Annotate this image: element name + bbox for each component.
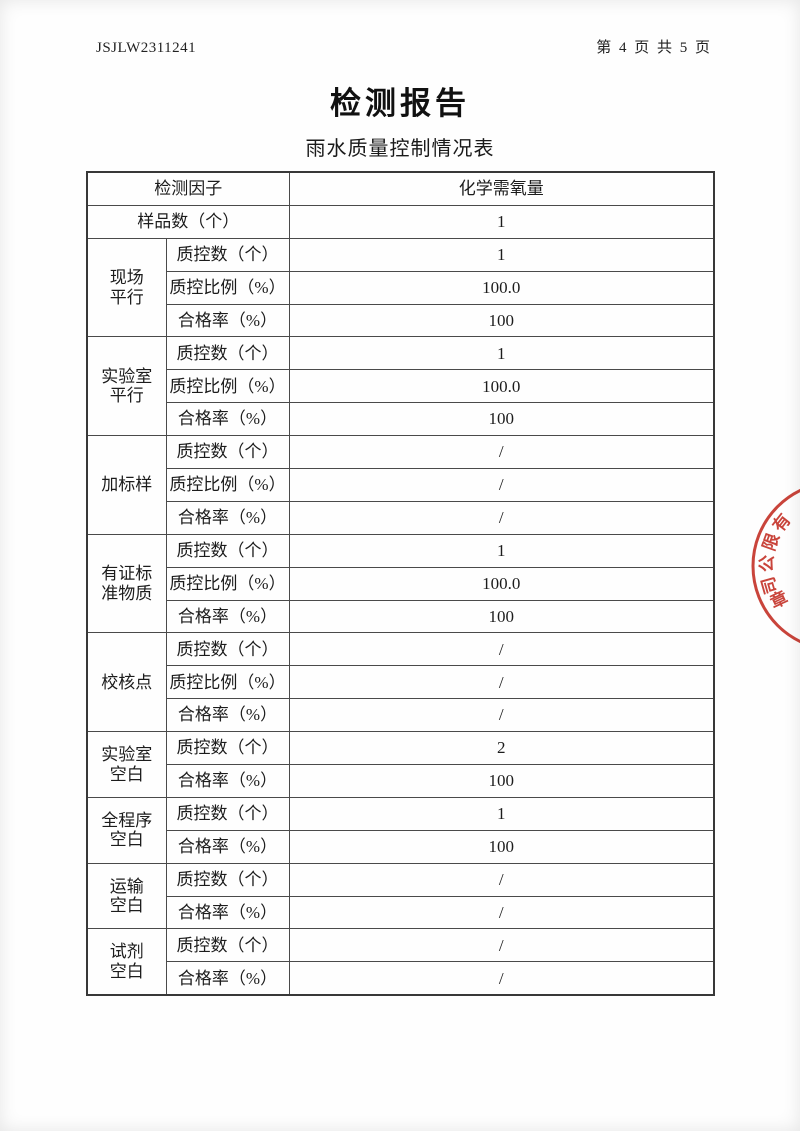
metric-label-cell: 合格率（%） (165, 698, 290, 733)
metric-value-cell: 1 (288, 336, 715, 371)
table-caption: 雨水质量控制情况表 (305, 138, 495, 160)
metric-label-cell: 质控数（个） (165, 731, 290, 766)
page-number: 第 4 页 共 5 页 (596, 40, 712, 56)
table-row: 合格率（%） / (87, 961, 715, 996)
metric-value-cell: 1 (288, 796, 715, 831)
metric-value-cell: 100 (288, 764, 715, 798)
table-row: 合格率（%） / (87, 698, 715, 733)
group-name-cell: 全程序 空白 (86, 796, 167, 864)
metric-value-cell: / (288, 468, 715, 502)
table-row: 实验室 平行 质控数（个） 1 (86, 336, 715, 437)
metric-label-cell: 质控比例（%） (165, 369, 290, 404)
metric-value-cell: 100.0 (288, 270, 715, 305)
group-name-cell: 现场 平行 (86, 237, 167, 338)
table-row: 现场 平行 质控数（个） 1 (86, 237, 715, 338)
table-row: 合格率（%） 100 (87, 303, 715, 338)
metric-value-cell: 100 (288, 599, 715, 634)
table-row: 合格率（%） 100 (87, 764, 715, 798)
metric-label-cell: 合格率（%） (165, 895, 290, 930)
seal-arc-char: 公 (757, 555, 777, 573)
group-name-cell: 加标样 (86, 435, 167, 535)
metric-label-cell: 合格率（%） (165, 402, 290, 437)
metric-value-cell: 100.0 (288, 369, 715, 404)
sample-count-label-cell: 样品数（个） (86, 204, 290, 239)
quality-control-table: 检测因子 化学需氧量 样品数（个） 1 现场 平行 质控数（个） 1 质控比例（%） 100.0… (86, 171, 715, 997)
document-number: JSJLW2311241 (96, 40, 197, 56)
metric-value-cell: 100 (288, 303, 715, 338)
table-row: 全程序 空白 质控数（个） 1 (86, 796, 715, 864)
group-name-cell: 运输 空白 (86, 862, 167, 930)
metric-label-cell: 质控数（个） (165, 632, 290, 667)
table-row: 质控比例（%） / (87, 665, 715, 700)
metric-value-cell: 100.0 (288, 566, 715, 601)
group-name-cell: 实验室 空白 (86, 731, 167, 798)
metric-label-cell: 质控数（个） (165, 237, 290, 272)
seal-inner-char: 章 (767, 587, 791, 612)
sample-count-value-cell: 1 (288, 204, 715, 239)
seal-circle-border (751, 488, 800, 644)
metric-value-cell: 1 (288, 533, 715, 568)
metric-label-cell: 质控数（个） (165, 796, 290, 831)
metric-value-cell: / (288, 928, 715, 963)
metric-value-cell: / (288, 435, 715, 470)
metric-label-cell: 质控比例（%） (165, 566, 290, 601)
table-row: 质控比例（%） 100.0 (87, 566, 715, 601)
metric-label-cell: 质控比例（%） (165, 468, 290, 502)
factor-value-cell: 化学需氧量 (288, 171, 715, 206)
group-name-cell: 有证标 准物质 (86, 533, 167, 634)
metric-label-cell: 质控数（个） (165, 533, 290, 568)
metric-value-cell: / (288, 862, 715, 897)
table-row: 有证标 准物质 质控数（个） 1 (86, 533, 715, 634)
metric-label-cell: 质控数（个） (165, 928, 290, 963)
metric-value-cell: / (288, 698, 715, 733)
metric-label-cell: 质控比例（%） (165, 665, 290, 700)
table-row: 质控比例（%） / (87, 468, 715, 502)
metric-label-cell: 合格率（%） (165, 764, 290, 798)
metric-label-cell: 合格率（%） (165, 829, 290, 864)
metric-label-cell: 质控数（个） (165, 336, 290, 371)
table-row: 样品数（个） 1 (86, 204, 715, 239)
metric-label-cell: 合格率（%） (165, 599, 290, 634)
report-title: 检测报告 (330, 86, 470, 121)
metric-label-cell: 质控数（个） (165, 435, 290, 470)
metric-value-cell: 2 (288, 731, 715, 766)
table-row: 质控比例（%） 100.0 (87, 369, 715, 404)
seal-arc-char: 司 (758, 575, 781, 597)
table-row: 合格率（%） / (87, 895, 715, 930)
metric-label-cell: 合格率（%） (165, 500, 290, 535)
table-row: 运输 空白 质控数（个） / (86, 862, 715, 930)
metric-value-cell: 100 (288, 829, 715, 864)
group-name-cell: 试剂 空白 (86, 928, 167, 996)
group-name-cell: 实验室 平行 (86, 336, 167, 437)
seal-arc-char: 限 (759, 531, 783, 553)
metric-label-cell: 质控数（个） (165, 862, 290, 897)
table-row: 检测因子 化学需氧量 (86, 171, 715, 206)
group-name-cell: 校核点 (86, 632, 167, 733)
metric-label-cell: 质控比例（%） (165, 270, 290, 305)
metric-value-cell: 1 (288, 237, 715, 272)
metric-label-cell: 合格率（%） (165, 303, 290, 338)
table-row: 试剂 空白 质控数（个） / (86, 928, 715, 996)
metric-value-cell: / (288, 632, 715, 667)
page-header: JSJLW2311241 第 4 页 共 5 页 (96, 36, 712, 57)
table-row: 加标样 质控数（个） / (86, 435, 715, 535)
metric-label-cell: 合格率（%） (165, 961, 290, 996)
metric-value-cell: 100 (288, 402, 715, 437)
table-row: 合格率（%） 100 (87, 402, 715, 437)
factor-header-cell: 检测因子 (86, 171, 290, 206)
table-row: 校核点 质控数（个） / (86, 632, 715, 733)
metric-value-cell: / (288, 500, 715, 535)
metric-value-cell: / (288, 665, 715, 700)
metric-value-cell: / (288, 961, 715, 996)
table-row: 合格率（%） / (87, 500, 715, 535)
metric-value-cell: / (288, 895, 715, 930)
table-row: 合格率（%） 100 (87, 829, 715, 864)
table-row: 合格率（%） 100 (87, 599, 715, 634)
qc-table-body: 检测因子 化学需氧量 样品数（个） 1 现场 平行 质控数（个） 1 质控比例（%） 100.0… (86, 171, 715, 996)
table-row: 质控比例（%） 100.0 (87, 270, 715, 305)
table-row: 实验室 空白 质控数（个） 2 (86, 731, 715, 798)
